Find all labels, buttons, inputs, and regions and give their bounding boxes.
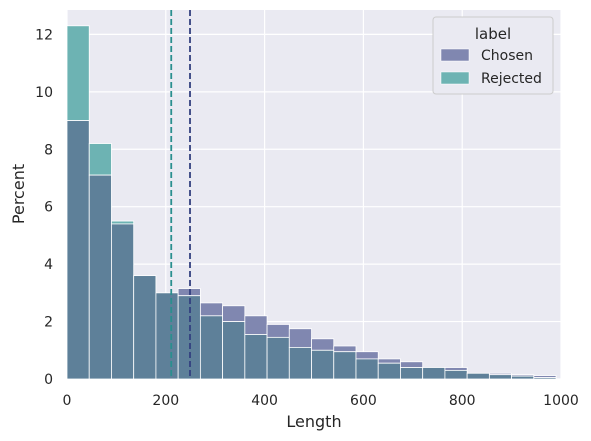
legend-swatch-rejected: [440, 71, 470, 85]
bar-chosen: [199, 302, 224, 317]
bar-chosen: [377, 358, 401, 364]
bar-overlap: [222, 321, 246, 380]
bar-overlap: [266, 336, 290, 380]
y-tick-label: 10: [35, 85, 53, 101]
bar-overlap: [466, 372, 490, 380]
y-tick-labels: 0 2 4 6 8 10 12: [35, 27, 53, 388]
bar-overlap: [199, 315, 224, 380]
y-tick-label: 4: [44, 257, 53, 273]
legend-label-chosen: Chosen: [481, 48, 533, 64]
legend-label-rejected: Rejected: [481, 71, 542, 87]
bar-rejected: [66, 25, 90, 121]
y-tick-label: 2: [44, 315, 53, 331]
bar-overlap: [444, 369, 468, 380]
bar-rejected: [111, 220, 135, 225]
x-tick-label: 200: [152, 393, 179, 409]
x-tick-label: 1000: [543, 393, 579, 409]
bar-overlap: [66, 120, 90, 380]
bar-overlap: [155, 292, 179, 380]
bar-chosen: [222, 305, 246, 322]
bar-overlap: [288, 347, 312, 380]
bar-overlap: [311, 349, 335, 380]
legend-swatch-chosen: [440, 48, 470, 62]
y-tick-label: 12: [35, 27, 53, 43]
bar-chosen: [288, 328, 312, 348]
bar-overlap: [244, 334, 268, 380]
y-tick-label: 6: [44, 200, 53, 216]
y-tick-label: 8: [44, 142, 53, 158]
bar-overlap: [133, 275, 157, 380]
bar-overlap: [422, 367, 446, 380]
bar-chosen: [311, 338, 335, 351]
x-tick-label: 400: [251, 393, 278, 409]
bar-chosen: [355, 351, 379, 360]
y-axis-label: Percent: [9, 164, 28, 224]
bar-chosen: [244, 315, 268, 335]
bar-chosen: [400, 361, 424, 368]
bar-chosen: [333, 345, 357, 353]
bar-chosen: [444, 367, 468, 371]
bar-overlap: [111, 223, 135, 380]
bar-overlap: [533, 377, 557, 380]
mean-lines: [170, 10, 191, 379]
x-axis-label: Length: [286, 412, 341, 431]
bar-overlap: [377, 362, 401, 380]
bar-overlap: [511, 375, 535, 380]
bar-overlap: [333, 351, 357, 380]
bar-overlap: [355, 358, 379, 380]
bar-rejected: [88, 143, 112, 176]
bar-chosen: [266, 324, 290, 338]
y-tick-label: 0: [44, 372, 53, 388]
x-tick-label: 800: [449, 393, 476, 409]
x-tick-label: 0: [63, 393, 72, 409]
bar-overlap: [400, 367, 424, 380]
legend: label Chosen Rejected: [432, 16, 554, 95]
bar-overlap: [488, 374, 512, 380]
bar-overlap: [88, 174, 112, 380]
legend-title: label: [475, 25, 511, 43]
x-tick-labels: 0 200 400 600 800 1000: [63, 393, 579, 409]
x-tick-label: 600: [350, 393, 377, 409]
